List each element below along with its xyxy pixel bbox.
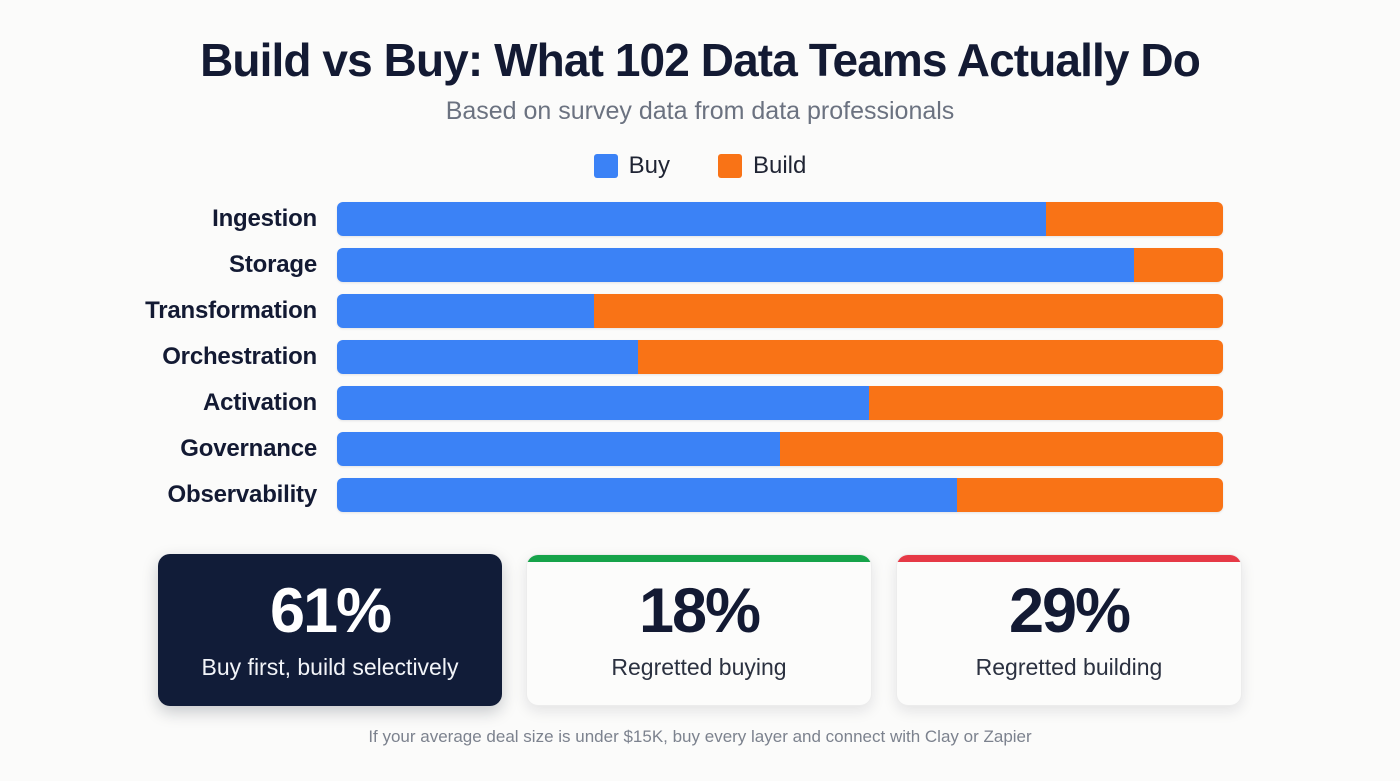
- legend-swatch-build: [717, 154, 742, 179]
- bar-segment-build: [1134, 248, 1223, 283]
- bar-row: Ingestion: [0, 196, 1400, 242]
- stat-card: 18% Regretted buying: [526, 554, 872, 707]
- bar-segment-buy: [337, 294, 594, 329]
- legend-swatch-buy: [593, 154, 618, 179]
- bar-row: Observability: [0, 472, 1400, 518]
- bar-category-label: Observability: [167, 481, 318, 509]
- bar-row: Governance: [0, 426, 1400, 472]
- chart-legend: Buy Build: [0, 152, 1400, 180]
- stat-card-label: Buy first, build selectively: [201, 654, 459, 681]
- bar-segment-buy: [337, 340, 639, 375]
- bar-segment-buy: [337, 202, 1046, 237]
- stacked-bar-chart: Ingestion Storage Transformation Orchestrat…: [0, 196, 1400, 518]
- bar-segment-build: [957, 478, 1223, 513]
- stat-card-value: 61%: [269, 576, 392, 647]
- bar-track: [337, 386, 1223, 421]
- bar-segment-buy: [337, 432, 780, 467]
- bar-track: [337, 340, 1223, 375]
- bar-segment-build: [868, 386, 1223, 421]
- bar-track: [337, 432, 1223, 467]
- stat-card-label: Regretted building: [975, 654, 1163, 681]
- bar-category-label: Orchestration: [162, 343, 317, 371]
- bar-category-label: Transformation: [145, 297, 317, 325]
- bar-track: [337, 248, 1223, 283]
- legend-label: Build: [752, 152, 807, 180]
- bar-track: [337, 478, 1223, 513]
- bar-category-label: Activation: [202, 389, 317, 417]
- legend-label: Buy: [628, 152, 670, 180]
- bar-segment-buy: [337, 386, 869, 421]
- stat-card-label: Regretted buying: [611, 654, 787, 681]
- bar-row: Activation: [0, 380, 1400, 426]
- bar-segment-build: [1045, 202, 1223, 237]
- bar-segment-build: [780, 432, 1223, 467]
- bar-row: Storage: [0, 242, 1400, 288]
- page-subtitle: Based on survey data from data professio…: [445, 96, 955, 125]
- stat-card: 61% Buy first, build selectively: [158, 554, 502, 707]
- card-accent-bar: [527, 555, 871, 563]
- stat-card-value: 29%: [1008, 576, 1131, 647]
- bar-category-label: Governance: [180, 435, 317, 463]
- header: Build vs Buy: What 102 Data Teams Actual…: [0, 0, 1400, 125]
- bar-track: [337, 294, 1223, 329]
- bar-row: Transformation: [0, 288, 1400, 334]
- bar-segment-buy: [337, 478, 958, 513]
- bar-category-label: Ingestion: [212, 205, 317, 233]
- card-accent-bar: [897, 555, 1241, 563]
- bar-segment-build: [638, 340, 1223, 375]
- legend-item-buy[interactable]: Buy: [593, 152, 670, 180]
- stat-card: 29% Regretted building: [896, 554, 1242, 707]
- bar-segment-build: [593, 294, 1223, 329]
- stat-cards: 61% Buy first, build selectively 18% Regret…: [0, 554, 1400, 707]
- bar-row: Orchestration: [0, 334, 1400, 380]
- bar-segment-buy: [337, 248, 1135, 283]
- bar-track: [337, 202, 1223, 237]
- page-title: Build vs Buy: What 102 Data Teams Actual…: [200, 34, 1201, 86]
- legend-item-build[interactable]: Build: [717, 152, 807, 180]
- bar-category-label: Storage: [229, 251, 317, 279]
- stat-card-value: 18%: [638, 576, 761, 647]
- footer-note: If your average deal size is under $15K,…: [368, 727, 1032, 747]
